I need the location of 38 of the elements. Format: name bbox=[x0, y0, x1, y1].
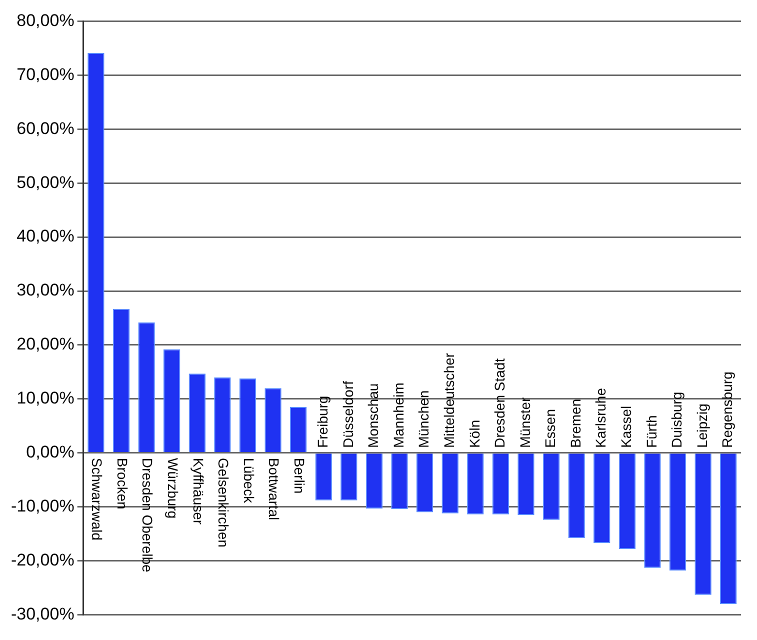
x-tick-label: Schwarzwald bbox=[89, 458, 106, 540]
x-tick-label: Monschau bbox=[365, 383, 382, 448]
y-tick-label: -20,00% bbox=[10, 550, 74, 570]
x-tick-label: Münster bbox=[516, 397, 533, 448]
x-tick-label: Dresden Oberelbe bbox=[140, 458, 156, 573]
x-tick-label: Essen bbox=[542, 408, 558, 448]
y-tick-label: 30,00% bbox=[16, 280, 74, 300]
y-tick-label: 50,00% bbox=[16, 172, 74, 192]
x-tick-label: Regensburg bbox=[719, 372, 736, 448]
x-tick-label: Brocken bbox=[114, 458, 130, 510]
x-tick-label: Dresden Stadt bbox=[492, 358, 508, 448]
x-tick-label: Bottwartal bbox=[266, 458, 282, 520]
x-tick-label: Gelsenkirchen bbox=[216, 458, 232, 548]
x-tick-label: Bremen bbox=[567, 398, 584, 448]
x-tick-label: Mannheim bbox=[390, 382, 406, 448]
y-tick-label: 20,00% bbox=[16, 334, 74, 354]
y-tick-label: 0,00% bbox=[26, 442, 74, 462]
x-tick-label: Mitteldeutscher bbox=[440, 352, 457, 448]
x-tick-label: Düsseldorf bbox=[340, 380, 356, 448]
y-tick-label: 80,00% bbox=[16, 10, 74, 30]
x-tick-label: Fürth bbox=[643, 415, 660, 448]
y-tick-label: 70,00% bbox=[16, 64, 74, 84]
x-tick-label: Freiburg bbox=[314, 396, 330, 448]
x-tick-label: Lübeck bbox=[240, 458, 257, 504]
x-tick-label: München bbox=[416, 390, 432, 448]
x-tick-label: Kassel bbox=[618, 406, 634, 448]
x-tick-label: Duisburg bbox=[668, 392, 685, 448]
y-tick-label: 60,00% bbox=[16, 118, 74, 138]
y-tick-label: 40,00% bbox=[16, 226, 74, 246]
y-tick-label: -10,00% bbox=[10, 496, 74, 516]
x-tick-label: Leipzig bbox=[694, 404, 710, 448]
y-tick-label: 10,00% bbox=[16, 388, 74, 408]
y-tick-label: -30,00% bbox=[10, 604, 74, 624]
x-tick-label: Berlin bbox=[291, 458, 308, 494]
x-tick-label: Kyffhäuser bbox=[190, 458, 206, 525]
x-tick-label: Würzburg bbox=[164, 458, 181, 519]
x-tick-label: Karlsruhe bbox=[592, 388, 609, 448]
x-tick-label: Köln bbox=[466, 420, 482, 448]
